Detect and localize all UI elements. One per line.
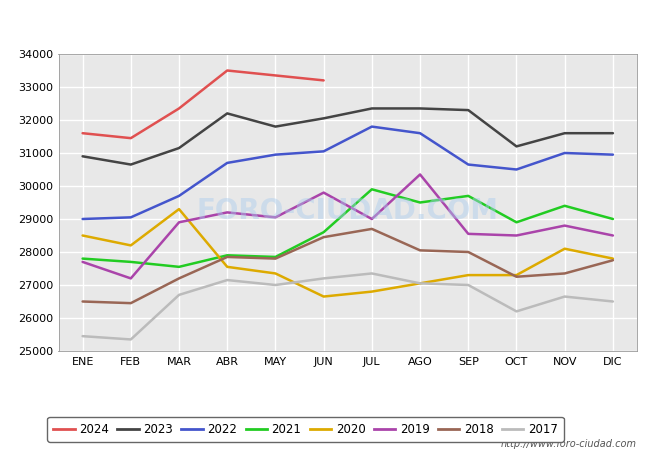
Text: FORO-CIUDAD.COM: FORO-CIUDAD.COM (197, 198, 499, 225)
Legend: 2024, 2023, 2022, 2021, 2020, 2019, 2018, 2017: 2024, 2023, 2022, 2021, 2020, 2019, 2018… (47, 417, 564, 442)
Text: http://www.foro-ciudad.com: http://www.foro-ciudad.com (501, 439, 637, 449)
Text: Afiliados en Roquetas de Mar a 31/5/2024: Afiliados en Roquetas de Mar a 31/5/2024 (136, 14, 514, 32)
